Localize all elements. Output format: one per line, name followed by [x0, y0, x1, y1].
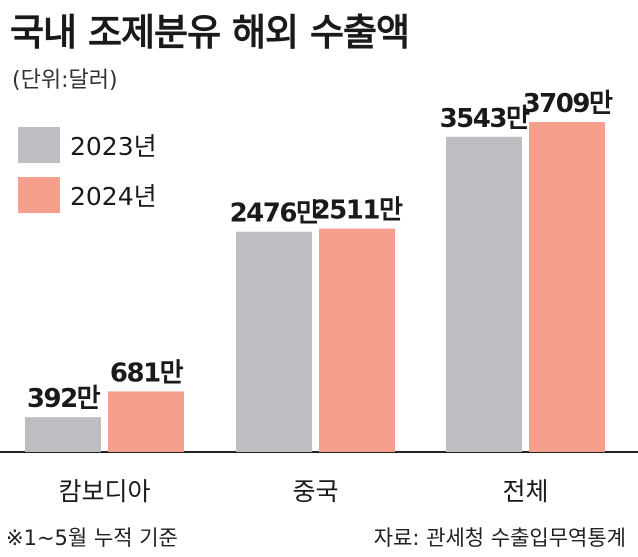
category-label-1: 중국: [292, 477, 338, 506]
value-label-0-2: 3543만: [440, 104, 530, 134]
chart-title: 국내 조제분유 해외 수출액: [10, 11, 410, 54]
bar-1-1: [319, 228, 395, 452]
bar-0-0: [25, 417, 101, 452]
value-label-1-1: 2511만: [313, 196, 403, 226]
legend-label-0: 2023년: [70, 132, 157, 161]
legend-swatch-1: [18, 177, 60, 213]
category-label-0: 캄보디아: [58, 477, 150, 506]
value-label-0-1: 2476만: [230, 199, 320, 229]
value-label-1-0: 681만: [110, 358, 184, 388]
bar-1-0: [108, 391, 184, 452]
bar-0-1: [236, 231, 312, 452]
bar-1-2: [529, 122, 605, 452]
value-label-1-2: 3709만: [523, 89, 613, 119]
category-label-2: 전체: [502, 477, 548, 506]
legend-label-1: 2024년: [70, 182, 157, 211]
legend-swatch-0: [18, 127, 60, 163]
unit-label: (단위:달러): [12, 68, 118, 93]
source-note: 자료: 관세청 수출입무역통계: [373, 526, 626, 550]
footnote: ※1~5월 누적 기준: [6, 526, 178, 550]
value-label-0-0: 392만: [27, 384, 101, 414]
bar-0-2: [446, 136, 522, 453]
